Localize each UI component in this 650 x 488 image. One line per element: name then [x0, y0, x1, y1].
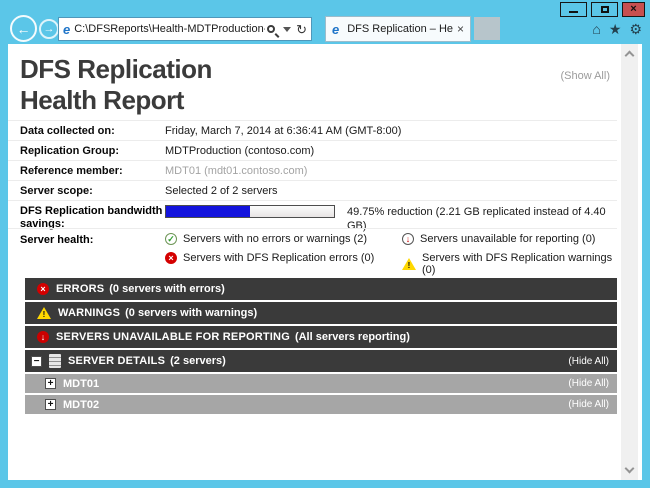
field-row-data-collected: Data collected on: Friday, March 7, 2014… — [8, 120, 617, 140]
field-value: Friday, March 7, 2014 at 6:36:41 AM (GMT… — [165, 125, 402, 137]
server-row-mdt02[interactable]: + MDT02 (Hide All) — [25, 395, 617, 414]
field-row-bandwidth-savings: DFS Replication bandwidth savings: 49.75… — [8, 200, 617, 233]
section-title: WARNINGS — [58, 307, 121, 319]
health-item-errors: × Servers with DFS Replication errors (0… — [165, 252, 374, 264]
bandwidth-progress-fill — [166, 206, 250, 217]
health-item-text: Servers unavailable for reporting (0) — [420, 233, 596, 245]
section-subtitle: (0 servers with errors) — [109, 283, 225, 295]
section-title: SERVER DETAILS — [68, 355, 166, 367]
show-all-link[interactable]: (Show All) — [560, 70, 610, 82]
collapse-minus-icon[interactable]: − — [31, 355, 42, 367]
address-text[interactable]: C:\DFSReports\Health-MDTProduction-07Ma — [74, 23, 265, 35]
server-row-mdt01[interactable]: + MDT01 (Hide All) — [25, 374, 617, 393]
field-label: Replication Group: — [20, 145, 119, 157]
browser-chrome: ← → e C:\DFSReports\Health-MDTProduction… — [0, 0, 650, 44]
back-button[interactable]: ← — [10, 15, 37, 42]
dropdown-caret-icon[interactable] — [283, 26, 292, 32]
field-value: MDTProduction (contoso.com) — [165, 145, 315, 157]
warning-triangle-icon: ! — [37, 307, 51, 319]
maximize-button[interactable] — [591, 2, 618, 17]
home-icon[interactable]: ⌂ — [592, 21, 601, 37]
minimize-button[interactable] — [560, 2, 587, 17]
health-item-unavailable: ↓ Servers unavailable for reporting (0) — [402, 233, 595, 245]
error-cross-icon: × — [165, 252, 177, 264]
unavailable-down-arrow-icon: ↓ — [402, 233, 414, 245]
bandwidth-progress-bar — [165, 205, 335, 218]
health-item-warnings: ! Servers with DFS Replication warnings … — [402, 252, 617, 276]
page-title-line2: Health Report — [20, 85, 184, 115]
field-row-replication-group: Replication Group: MDTProduction (contos… — [8, 140, 617, 160]
expand-plus-icon[interactable]: + — [45, 399, 56, 410]
hide-all-link[interactable]: (Hide All) — [568, 399, 609, 410]
field-label: DFS Replication bandwidth savings: — [20, 205, 163, 230]
scroll-up-icon[interactable] — [624, 50, 635, 61]
report-page: DFS Replication Health Report (Show All)… — [8, 44, 642, 480]
address-bar[interactable]: e C:\DFSReports\Health-MDTProduction-07M… — [58, 17, 312, 41]
field-label: Server health: — [20, 234, 94, 246]
error-cross-icon: × — [37, 283, 49, 295]
page-title: DFS Replication Health Report — [20, 54, 212, 116]
section-bar-errors[interactable]: × ERRORS (0 servers with errors) — [25, 278, 617, 300]
hide-all-link[interactable]: (Hide All) — [568, 355, 609, 367]
unavailable-down-arrow-icon: ↓ — [37, 331, 49, 343]
report-summary-fields: Data collected on: Friday, March 7, 2014… — [8, 120, 617, 233]
maximize-icon — [600, 6, 609, 13]
minimize-icon — [569, 11, 578, 13]
forward-button[interactable]: → — [39, 19, 59, 39]
server-name: MDT01 — [63, 377, 100, 390]
field-label: Reference member: — [20, 165, 123, 177]
favorites-star-icon[interactable]: ★ — [608, 21, 622, 37]
section-subtitle: (2 servers) — [170, 355, 226, 367]
browser-tab[interactable]: e DFS Replication – Health Re... × — [325, 16, 471, 42]
new-tab-button[interactable] — [474, 17, 500, 40]
server-health-section: Server health: ✓ Servers with no errors … — [8, 228, 617, 276]
ie-tab-icon: e — [332, 21, 340, 37]
ok-check-icon: ✓ — [165, 233, 177, 245]
section-title: ERRORS — [56, 283, 105, 295]
section-bar-warnings[interactable]: ! WARNINGS (0 servers with warnings) — [25, 302, 617, 324]
expand-plus-icon[interactable]: + — [45, 378, 56, 389]
refresh-icon[interactable]: ↻ — [296, 21, 307, 37]
warning-triangle-icon: ! — [402, 258, 416, 270]
field-label: Data collected on: — [20, 125, 115, 137]
field-row-server-scope: Server scope: Selected 2 of 2 servers — [8, 180, 617, 200]
scroll-down-icon[interactable] — [624, 463, 635, 474]
field-row-reference-member: Reference member: MDT01 (mdt01.contoso.c… — [8, 160, 617, 180]
page-title-line1: DFS Replication — [20, 54, 212, 84]
section-subtitle: (0 servers with warnings) — [125, 307, 258, 319]
field-value: Selected 2 of 2 servers — [165, 185, 278, 197]
health-item-text: Servers with no errors or warnings (2) — [183, 233, 368, 245]
field-value: MDT01 (mdt01.contoso.com) — [165, 165, 308, 177]
health-item-text: Servers with DFS Replication errors (0) — [183, 252, 375, 264]
field-label: Server scope: — [20, 185, 93, 197]
report-sections: × ERRORS (0 servers with errors) ! WARNI… — [25, 278, 617, 414]
section-title: SERVERS UNAVAILABLE FOR REPORTING — [56, 331, 290, 343]
server-icon — [49, 354, 61, 368]
close-button[interactable]: × — [622, 2, 645, 17]
hide-all-link[interactable]: (Hide All) — [568, 378, 609, 389]
section-bar-server-details[interactable]: − SERVER DETAILS (2 servers) (Hide All) — [25, 350, 617, 372]
window-controls: × — [560, 2, 645, 17]
ie-page-icon: e — [63, 21, 71, 37]
vertical-scrollbar[interactable] — [621, 44, 638, 480]
health-item-text: Servers with DFS Replication warnings (0… — [422, 252, 613, 276]
settings-gear-icon[interactable]: ⚙ — [629, 21, 642, 37]
search-icon[interactable] — [267, 25, 276, 33]
tab-title: DFS Replication – Health Re... — [347, 23, 453, 35]
bandwidth-text: 49.75% reduction (2.21 GB replicated ins… — [347, 206, 606, 232]
health-item-ok: ✓ Servers with no errors or warnings (2) — [165, 233, 367, 245]
tab-close-icon[interactable]: × — [456, 22, 464, 36]
server-name: MDT02 — [63, 398, 100, 411]
section-bar-servers-unavailable[interactable]: ↓ SERVERS UNAVAILABLE FOR REPORTING (All… — [25, 326, 617, 348]
section-subtitle: (All servers reporting) — [294, 331, 410, 343]
